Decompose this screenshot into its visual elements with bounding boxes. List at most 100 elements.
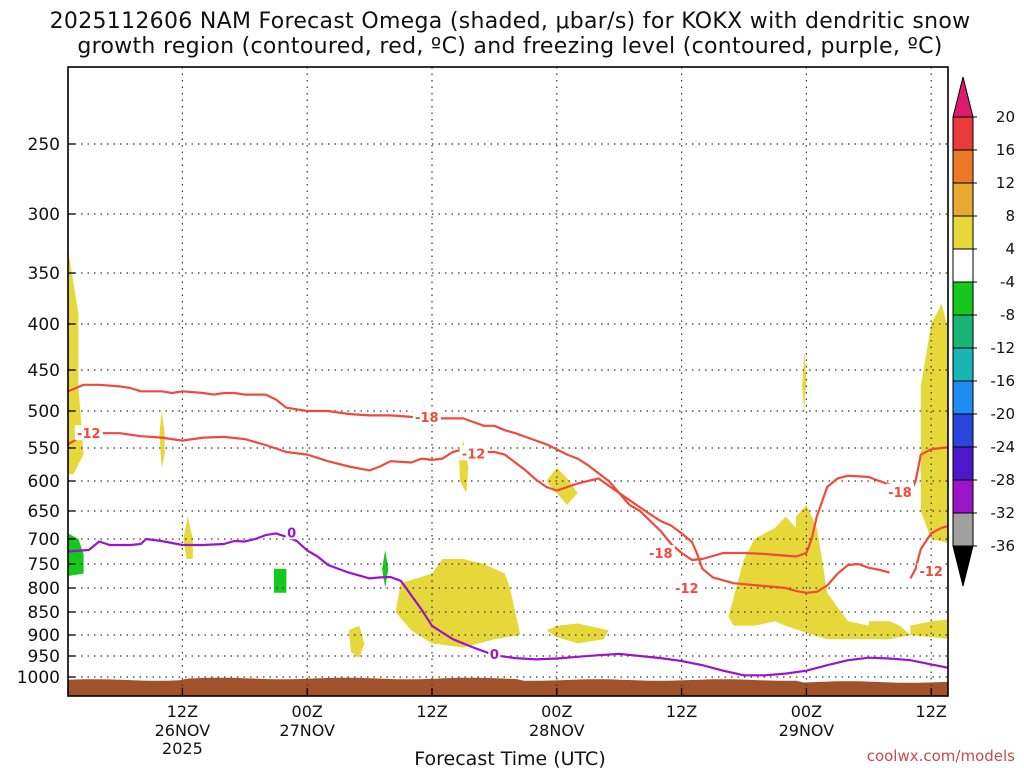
colorbar-swatch xyxy=(952,116,974,151)
y-tick-label: 300 xyxy=(28,205,60,225)
contour-line--18 xyxy=(909,445,948,494)
x-tick-label: 12Z xyxy=(167,702,198,721)
contour-label: -18 xyxy=(649,547,673,562)
omega-region xyxy=(183,516,193,559)
x-tick-label: 2025 xyxy=(162,739,203,758)
colorbar-swatch xyxy=(952,281,974,316)
colorbar-swatch xyxy=(952,149,974,184)
contour-label: -12 xyxy=(675,582,699,597)
colorbar-swatch xyxy=(952,380,974,415)
colorbar-top-arrow xyxy=(952,76,974,118)
contour-label: -18 xyxy=(888,486,912,501)
x-tick-label: 12Z xyxy=(666,702,697,721)
contour-label-bg xyxy=(285,524,298,540)
y-tick-label: 550 xyxy=(28,439,60,459)
plot-frame xyxy=(67,66,949,697)
colorbar-label: 16 xyxy=(996,141,1015,159)
plot-area: -12 -18 -12 -18 -12 -18 -12 0 0 250 300 350 400 450 50… xyxy=(17,66,949,758)
contour-line--18 xyxy=(68,383,901,562)
colorbar-label: -36 xyxy=(991,537,1016,555)
colorbar-label: -8 xyxy=(1000,306,1015,324)
x-tick-label: 00Z xyxy=(292,702,323,721)
omega-region xyxy=(348,625,365,659)
contour-label-bg xyxy=(74,425,103,441)
colorbar-label: 12 xyxy=(996,174,1015,192)
omega-region xyxy=(868,621,890,638)
x-tick-label: 00Z xyxy=(541,702,572,721)
colorbar-swatch xyxy=(952,512,974,547)
omega-colorbar: 20 16 12 8 4 -4 -8 -12 -16 -20 -24 -28 -32 -36 xyxy=(952,76,1016,587)
x-tick-label: 28NOV xyxy=(529,721,585,740)
contour-label-bg xyxy=(672,580,701,595)
y-tick-label: 450 xyxy=(28,361,60,381)
contour-line-0 xyxy=(68,532,948,677)
colorbar-swatch xyxy=(952,215,974,250)
x-tick-label: 12Z xyxy=(916,702,947,721)
colorbar-label: 8 xyxy=(1005,207,1015,225)
plot-content: -12 -18 -12 -18 -12 -18 -12 0 0 xyxy=(68,67,948,696)
contour-label-bg xyxy=(886,483,914,499)
omega-region xyxy=(546,623,609,644)
contour-label: -12 xyxy=(77,427,101,442)
colorbar-label: -24 xyxy=(991,438,1016,456)
contour-label: -12 xyxy=(919,565,943,580)
omega-region xyxy=(546,467,578,505)
contour-label-bg xyxy=(917,563,946,579)
omega-region xyxy=(920,303,948,544)
omega-region xyxy=(910,619,948,639)
colorbar-swatch xyxy=(952,347,974,382)
colorbar-label: -28 xyxy=(991,471,1016,489)
x-tick-label: 12Z xyxy=(416,702,447,721)
x-tick-label: 29NOV xyxy=(779,721,835,740)
y-tick-label: 400 xyxy=(28,315,60,335)
omega-region xyxy=(395,559,521,648)
colorbar-label: -16 xyxy=(991,372,1016,390)
colorbar-bottom-arrow xyxy=(952,545,974,587)
omega-region xyxy=(68,249,84,475)
contour-label: 0 xyxy=(287,526,296,541)
colorbar-label: 20 xyxy=(996,108,1015,126)
y-tick-label: 350 xyxy=(28,264,60,284)
y-tick-label: 750 xyxy=(28,555,60,575)
contour-line--12 xyxy=(909,524,948,579)
contour-label: -18 xyxy=(415,411,439,426)
contour-label-bg xyxy=(412,408,441,424)
x-tick-label: 27NOV xyxy=(279,721,335,740)
y-tick-label: 900 xyxy=(28,626,60,646)
contour-label-bg xyxy=(646,545,675,560)
contour-line--12 xyxy=(68,432,890,594)
y-tick-label: 1000 xyxy=(17,668,60,688)
colorbar-swatch xyxy=(952,182,974,217)
chart-title-line1: 2025112606 NAM Forecast Omega (shaded, μ… xyxy=(50,9,971,34)
y-tick-label: 950 xyxy=(28,647,60,667)
y-tick-label: 650 xyxy=(28,502,60,522)
contour-label-bg xyxy=(459,445,488,461)
colorbar-label: -12 xyxy=(991,339,1016,357)
credit-text: coolwx.com/models xyxy=(867,747,1015,765)
colorbar-label: -32 xyxy=(991,504,1016,522)
x-axis-label: Forecast Time (UTC) xyxy=(414,748,605,768)
colorbar-swatch xyxy=(952,413,974,448)
omega-region xyxy=(159,411,165,468)
chart-title-line2: growth region (contoured, red, ºC) and f… xyxy=(77,34,942,59)
y-tick-label: 600 xyxy=(28,472,60,492)
y-tick-label: 800 xyxy=(28,579,60,599)
colorbar-label: -4 xyxy=(1000,273,1015,291)
x-tick-label: 00Z xyxy=(791,702,822,721)
omega-region xyxy=(728,505,911,640)
colorbar-swatch xyxy=(952,314,974,349)
y-tick-label: 500 xyxy=(28,402,60,422)
x-tick-label: 26NOV xyxy=(155,721,211,740)
contour-label: -12 xyxy=(462,447,486,462)
omega-region xyxy=(802,351,807,411)
y-tick-label: 850 xyxy=(28,603,60,623)
omega-region xyxy=(382,550,389,588)
colorbar-label: -20 xyxy=(991,405,1016,423)
colorbar-swatch xyxy=(952,479,974,514)
omega-region xyxy=(273,568,287,593)
colorbar-label: 4 xyxy=(1005,240,1015,258)
colorbar-swatch xyxy=(952,248,974,283)
y-tick-label: 250 xyxy=(28,135,60,155)
contour-label: 0 xyxy=(490,648,499,663)
